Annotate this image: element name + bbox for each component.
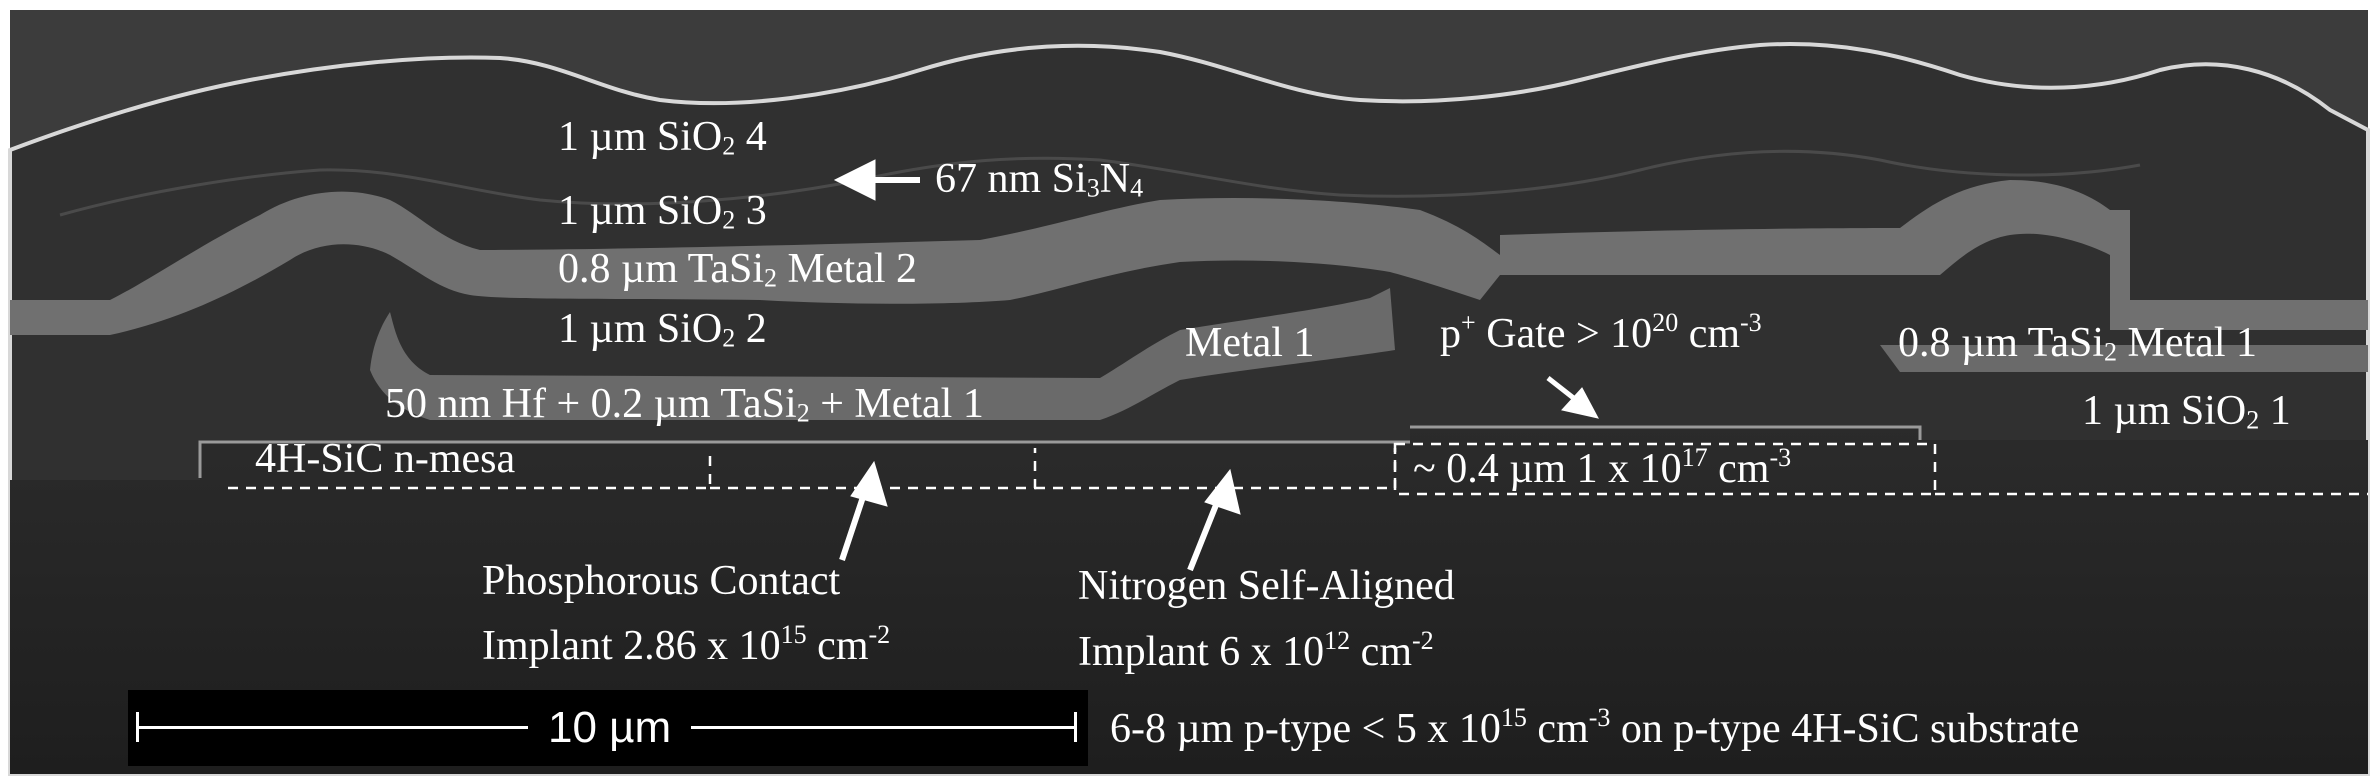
mesa-edge [198, 425, 1922, 478]
metal2-layer [10, 180, 2368, 335]
gate-arrowhead [1561, 387, 1599, 419]
phos-arrowhead [850, 460, 888, 507]
label-metal1: Metal 1 [1185, 320, 1315, 366]
label-sio2-2: 1 µm SiO2 2 [558, 306, 767, 353]
scale-bar: 10 µm [128, 690, 1088, 766]
label-sio2-3: 1 µm SiO2 3 [558, 188, 767, 235]
label-sio2-4: 1 µm SiO2 4 [558, 114, 767, 161]
nitro-arrowhead [1204, 468, 1241, 515]
label-nitro-line2: Implant 6 x 1012 cm-2 [1078, 626, 1434, 676]
label-metal2: 0.8 µm TaSi2 Metal 2 [558, 246, 917, 293]
label-nitro-line1: Nitrogen Self-Aligned [1078, 563, 1455, 609]
metal1-layer-left [370, 288, 1395, 420]
label-si3n4: 67 nm Si3N4 [935, 156, 1144, 203]
label-substrate: 6-8 µm p-type < 5 x 1015 cm-3 on p-type … [1110, 703, 2080, 753]
label-mesa: 4H-SiC n-mesa [255, 436, 516, 482]
scale-bar-label: 10 µm [528, 700, 692, 756]
label-hf-stack: 50 nm Hf + 0.2 µm TaSi2 + Metal 1 [385, 381, 984, 428]
label-phos-line1: Phosphorous Contact [482, 558, 841, 604]
annotation-arrows [833, 159, 1599, 572]
scale-bar-cap-right [1074, 712, 1077, 742]
scale-bar-cap-left [136, 712, 139, 742]
label-metal1-right: 0.8 µm TaSi2 Metal 1 [1898, 320, 2257, 367]
mesa-dashed-outline [228, 448, 712, 490]
implant-region-outlines [228, 442, 2368, 496]
label-gate: p+ Gate > 1020 cm-3 [1440, 308, 1762, 358]
channel-dashed-box [1393, 442, 1937, 496]
nitride-interface-line [59, 149, 2141, 217]
metal1-layer-right [1880, 345, 2368, 372]
si3n4-arrowhead [833, 159, 876, 201]
sic-substrate [10, 425, 2368, 774]
label-phos-line2: Implant 2.86 x 1015 cm-2 [482, 620, 891, 670]
label-channel: ~ 0.4 µm 1 x 1017 cm-3 [1413, 443, 1792, 493]
label-sio2-1: 1 µm SiO2 1 [2082, 388, 2291, 435]
